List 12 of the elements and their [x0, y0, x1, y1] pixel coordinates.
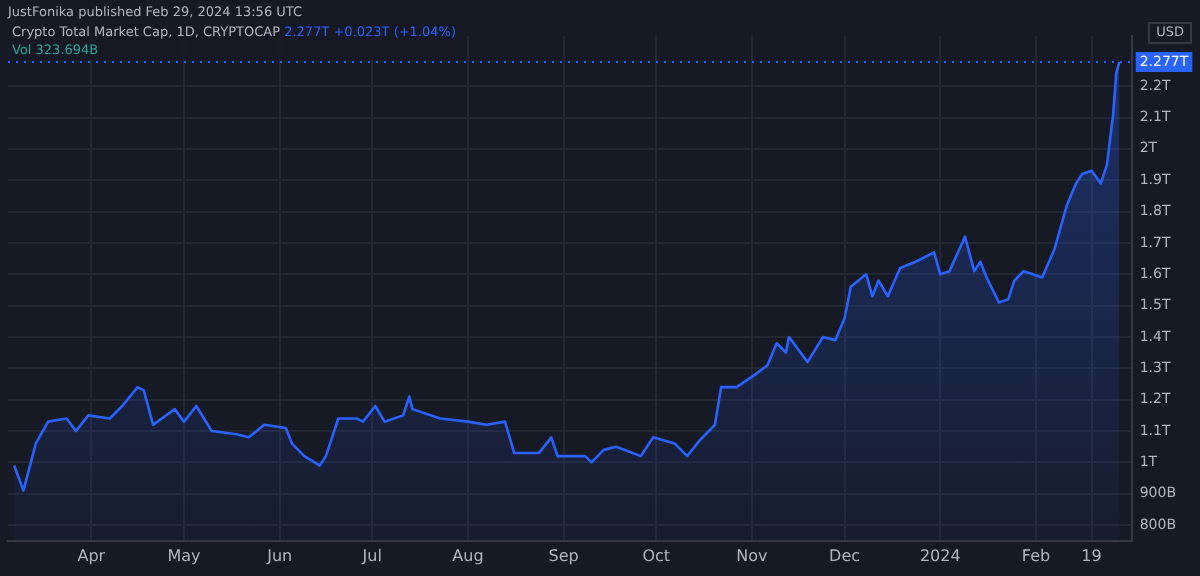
- x-tick-label: 2024: [919, 546, 961, 565]
- x-tick-label: Oct: [642, 546, 671, 565]
- x-tick-label: Dec: [829, 546, 861, 565]
- x-tick-label: Sep: [548, 546, 579, 565]
- x-tick-label: Jul: [360, 546, 382, 565]
- x-tick-label: May: [167, 546, 202, 565]
- x-tick-label: Apr: [77, 546, 107, 565]
- x-tick-label: Nov: [736, 546, 769, 565]
- x-tick-label: Jun: [265, 546, 293, 565]
- x-tick-label: 19: [1081, 546, 1102, 565]
- x-tick-label: Aug: [452, 546, 484, 565]
- x-tick-label: Feb: [1021, 546, 1051, 565]
